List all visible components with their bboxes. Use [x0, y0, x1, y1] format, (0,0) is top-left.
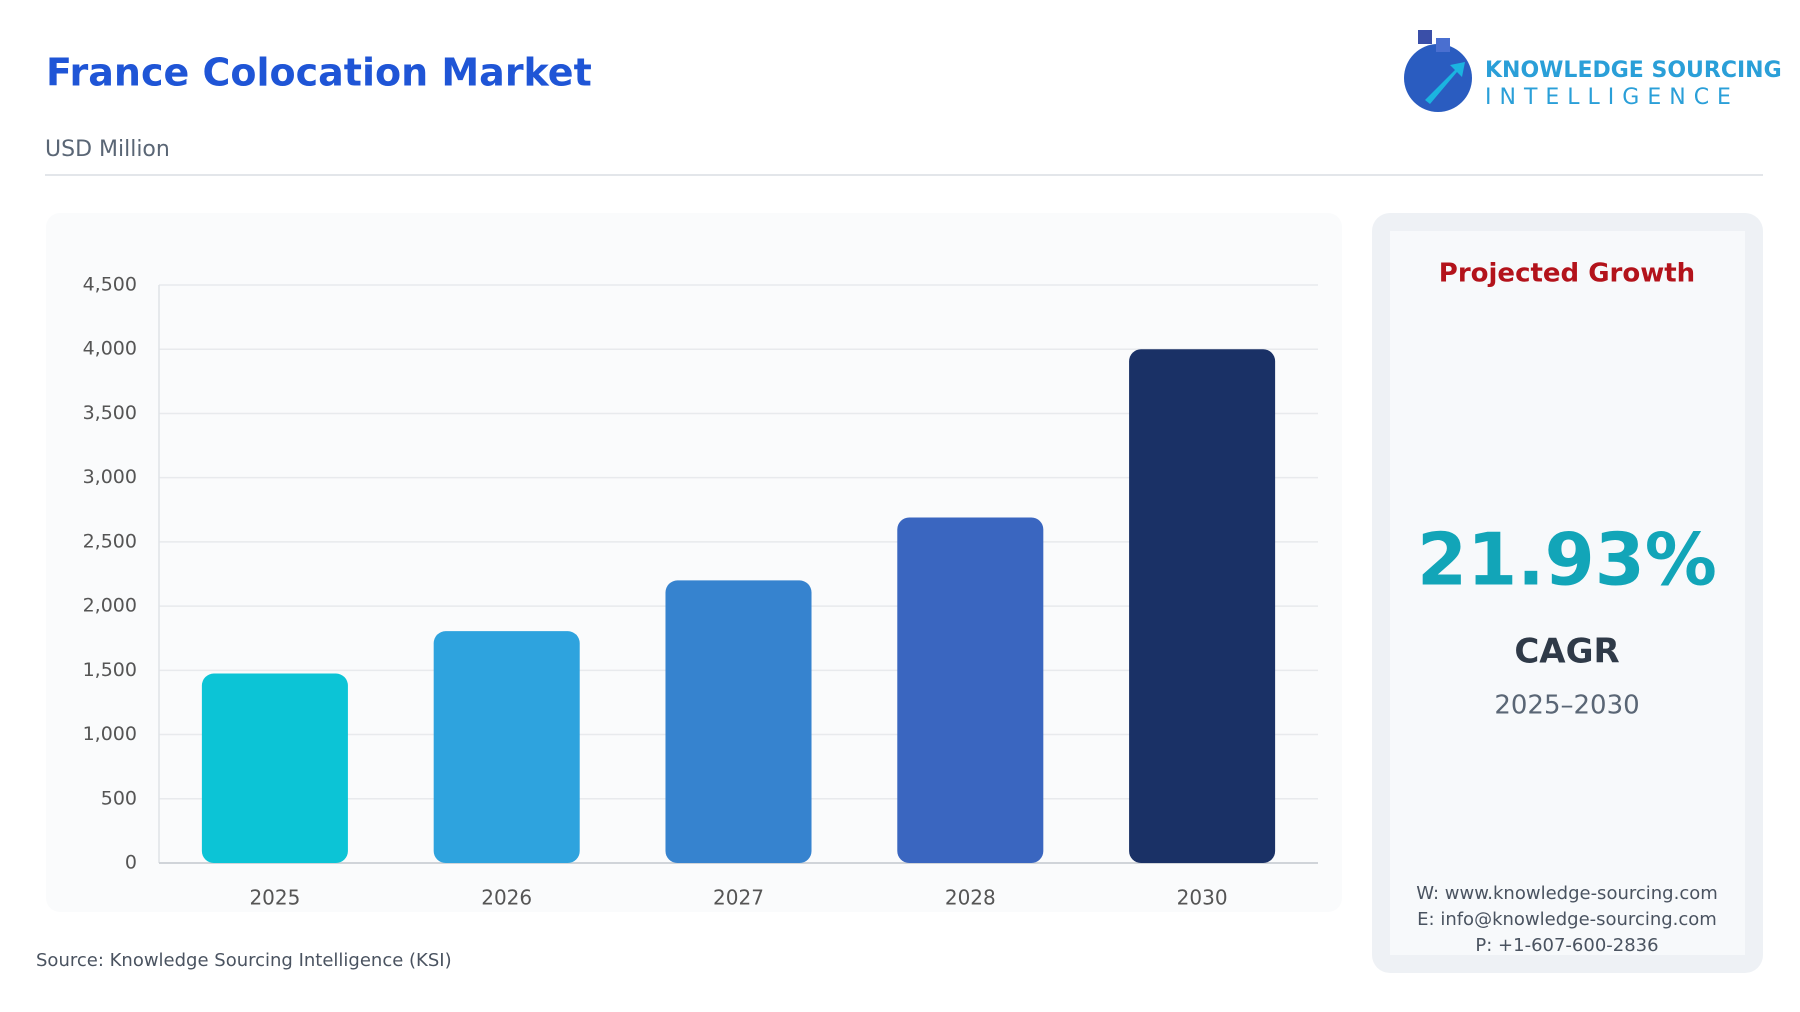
logo-text: KNOWLEDGE SOURCING [1485, 58, 1782, 83]
x-tick-label: 2026 [481, 886, 532, 910]
logo: KNOWLEDGE SOURCING INTELLIGENCE [1404, 30, 1782, 112]
y-tick-label: 500 [101, 787, 137, 809]
x-tick-label: 2030 [1177, 886, 1228, 910]
y-tick-label: 0 [125, 852, 137, 874]
y-tick-label: 2,000 [83, 595, 137, 617]
y-tick-label: 3,500 [83, 402, 137, 424]
contact: W: www.knowledge-sourcing.com [1416, 883, 1718, 904]
source: Source: Knowledge Sourcing Intelligence … [36, 950, 452, 971]
contact: E: info@knowledge-sourcing.com [1417, 909, 1717, 930]
y-tick-label: 2,500 [83, 530, 137, 552]
y-tick-label: 3,000 [83, 466, 137, 488]
y-tick-label: 1,000 [83, 723, 137, 745]
bar [201, 673, 348, 863]
bar [433, 631, 580, 863]
logo-icon [1418, 30, 1432, 44]
growth-label: CAGR [1514, 632, 1619, 672]
logo-text: INTELLIGENCE [1485, 85, 1739, 110]
bar [1129, 349, 1276, 863]
logo-icon [1425, 62, 1465, 104]
y-tick-label: 4,000 [83, 338, 137, 360]
growth-period: 2025–2030 [1494, 691, 1639, 721]
logo-icon [1436, 38, 1450, 52]
growth-value: 21.93% [1417, 518, 1717, 602]
chart-title: France Colocation Market [46, 51, 592, 95]
growth-heading: Projected Growth [1439, 259, 1695, 289]
logo-icon [1404, 44, 1472, 112]
growth-panel-inner [1390, 231, 1745, 955]
bar [897, 517, 1044, 863]
y-tick-label: 1,500 [83, 659, 137, 681]
x-tick-label: 2028 [945, 886, 996, 910]
contact: P: +1-607-600-2836 [1475, 935, 1658, 956]
chart-subtitle: USD Million [45, 137, 170, 162]
x-tick-label: 2025 [249, 886, 300, 910]
x-tick-label: 2027 [713, 886, 764, 910]
plot: 0 500 1,000 1,500 2,000 2,500 3,000 3,500 4,000 4… [83, 274, 1318, 910]
bar [665, 580, 812, 863]
y-tick-label: 4,500 [83, 274, 137, 296]
